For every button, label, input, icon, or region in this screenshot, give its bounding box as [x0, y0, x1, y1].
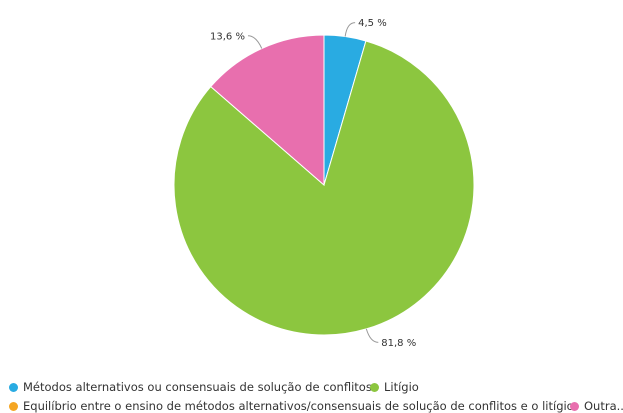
pie-slices	[173, 34, 475, 336]
legend-item-equilibrio[interactable]: Equilíbrio entre o ensino de métodos alt…	[9, 399, 574, 413]
legend-label: Litígio	[384, 380, 419, 394]
data-label-0: 4,5 %	[358, 18, 387, 29]
legend-marker	[570, 401, 579, 411]
label-leader-1	[365, 328, 379, 343]
legend-item-outra[interactable]: Outra...	[570, 399, 623, 413]
label-leader-3	[247, 35, 263, 49]
data-label-1: 81,8 %	[381, 338, 416, 349]
legend-item-metodos-alternativos[interactable]: Métodos alternativos ou consensuais de s…	[9, 380, 372, 394]
legend-item-litigio[interactable]: Litígio	[370, 380, 419, 394]
legend-marker	[9, 382, 18, 392]
legend-label: Métodos alternativos ou consensuais de s…	[23, 380, 372, 394]
pie-slice-3[interactable]	[210, 34, 325, 187]
label-leader-0	[344, 22, 356, 37]
data-label-3: 13,6 %	[210, 31, 245, 42]
legend-label: Equilíbrio entre o ensino de métodos alt…	[23, 399, 574, 413]
legend-label: Outra...	[584, 399, 623, 413]
legend-marker	[370, 382, 379, 392]
data-labels: 4,5 % 81,8 % 13,6 %	[210, 18, 416, 349]
label-leaders	[247, 22, 379, 343]
legend-marker	[9, 401, 18, 411]
